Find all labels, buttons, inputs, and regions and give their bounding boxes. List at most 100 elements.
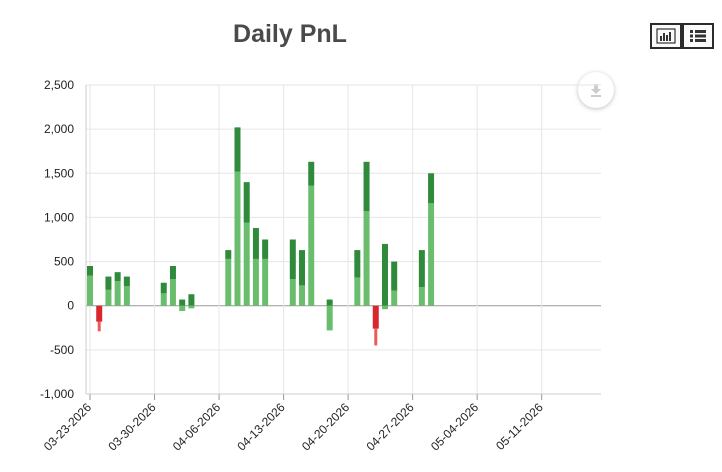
bar-group [225, 250, 232, 306]
bar-group [299, 250, 306, 306]
bar-positive-segment [252, 258, 259, 306]
bar-positive-segment [354, 277, 361, 306]
y-tick-label: -500 [50, 343, 74, 357]
bar-positive-segment [262, 239, 269, 259]
bar-positive-segment [289, 279, 296, 306]
axis-layer: -1,000 -500 0 500 1,000 1,500 2,000 2,500 03-23-… [40, 78, 601, 454]
bar-group [169, 265, 176, 306]
bar-group [391, 261, 398, 306]
bar-positive-segment [234, 127, 241, 172]
grid-layer [86, 84, 601, 395]
list-view-button[interactable] [682, 23, 714, 49]
bar-negative-segment [97, 321, 101, 332]
bar-positive-segment [160, 282, 167, 294]
x-tick-label: 04-06-2026 [170, 400, 224, 454]
bar-group [114, 272, 121, 306]
bar-positive-segment [326, 299, 333, 306]
bar-group [188, 294, 195, 309]
y-tick-label: 2,000 [44, 122, 74, 136]
download-button[interactable] [578, 72, 614, 108]
bar-positive-segment [289, 239, 296, 280]
bar-positive-segment [123, 286, 130, 306]
bar-positive-segment [179, 299, 186, 306]
bar-positive-segment [363, 161, 370, 212]
y-tick-label: 1,500 [44, 166, 74, 180]
bar-group [87, 265, 93, 306]
bar-positive-segment [308, 185, 315, 306]
x-tick-label: 05-04-2026 [428, 400, 482, 454]
bar-positive-segment [169, 279, 176, 306]
x-tick-label: 05-11-2026 [493, 400, 546, 453]
bar-positive-segment [418, 287, 425, 306]
bar-group [160, 282, 167, 306]
bar-group [354, 250, 361, 306]
bar-positive-segment [105, 289, 112, 306]
bar-group [179, 299, 186, 312]
bar-positive-segment [428, 203, 435, 306]
bar-group [418, 250, 425, 306]
bar-group [234, 127, 241, 306]
bar-positive-segment [381, 243, 388, 306]
bar-group [326, 299, 333, 331]
bar-positive-segment [87, 265, 93, 276]
bar-negative-segment [96, 305, 103, 322]
bar-positive-segment [160, 293, 167, 306]
bar-positive-segment [428, 173, 435, 204]
bar-group [372, 305, 379, 346]
bar-positive-segment [225, 250, 232, 259]
bar-positive-segment [391, 261, 398, 291]
bar-positive-segment [252, 228, 259, 259]
chart-view-button[interactable] [650, 23, 682, 49]
bar-group [252, 228, 259, 306]
bar-negative-segment [188, 305, 195, 309]
y-tick-label: 2,500 [44, 78, 74, 92]
bar-positive-segment [243, 222, 250, 306]
bar-negative-segment [374, 328, 378, 346]
bar-positive-segment [234, 171, 241, 306]
bar-positive-segment [188, 294, 195, 306]
x-tick-label: 04-13-2026 [234, 400, 288, 454]
bar-negative-segment [381, 305, 388, 310]
bar-positive-segment [418, 250, 425, 288]
bar-group [123, 276, 130, 306]
bar-positive-segment [262, 258, 269, 306]
bar-chart-icon [656, 28, 676, 44]
bar-positive-segment [299, 250, 306, 286]
y-tick-label: -1,000 [40, 387, 74, 401]
bar-positive-segment [243, 182, 250, 223]
bar-group [262, 239, 269, 306]
bar-group [381, 243, 388, 310]
x-tick-label: 03-30-2026 [105, 400, 159, 454]
bar-positive-segment [391, 290, 398, 306]
bar-positive-segment [114, 272, 121, 281]
bar-positive-segment [105, 276, 112, 290]
list-icon [690, 30, 706, 42]
x-tick-label: 03-23-2026 [41, 400, 95, 454]
bar-group [289, 239, 296, 306]
bar-positive-segment [114, 280, 121, 306]
bar-positive-segment [225, 258, 232, 306]
bar-negative-segment [179, 305, 186, 312]
bar-positive-segment [354, 250, 361, 278]
bar-group [308, 161, 315, 306]
bar-group [243, 182, 250, 306]
x-tick-label: 04-20-2026 [299, 400, 353, 454]
y-tick-label: 500 [54, 255, 74, 269]
bar-group [363, 161, 370, 306]
y-tick-label: 0 [67, 299, 74, 313]
bar-positive-segment [169, 265, 176, 280]
bar-group [96, 305, 103, 332]
bar-positive-segment [87, 275, 93, 306]
y-tick-label: 1,000 [44, 210, 74, 224]
chart-title: Daily PnL [233, 20, 347, 48]
bar-positive-segment [363, 211, 370, 306]
bar-positive-segment [308, 161, 315, 186]
bar-positive-segment [123, 276, 130, 287]
bar-group [428, 173, 435, 306]
bar-positive-segment [299, 285, 306, 306]
bar-negative-segment [372, 305, 379, 329]
bar-layer [87, 127, 435, 346]
download-icon [591, 84, 601, 97]
bar-group [105, 276, 112, 306]
